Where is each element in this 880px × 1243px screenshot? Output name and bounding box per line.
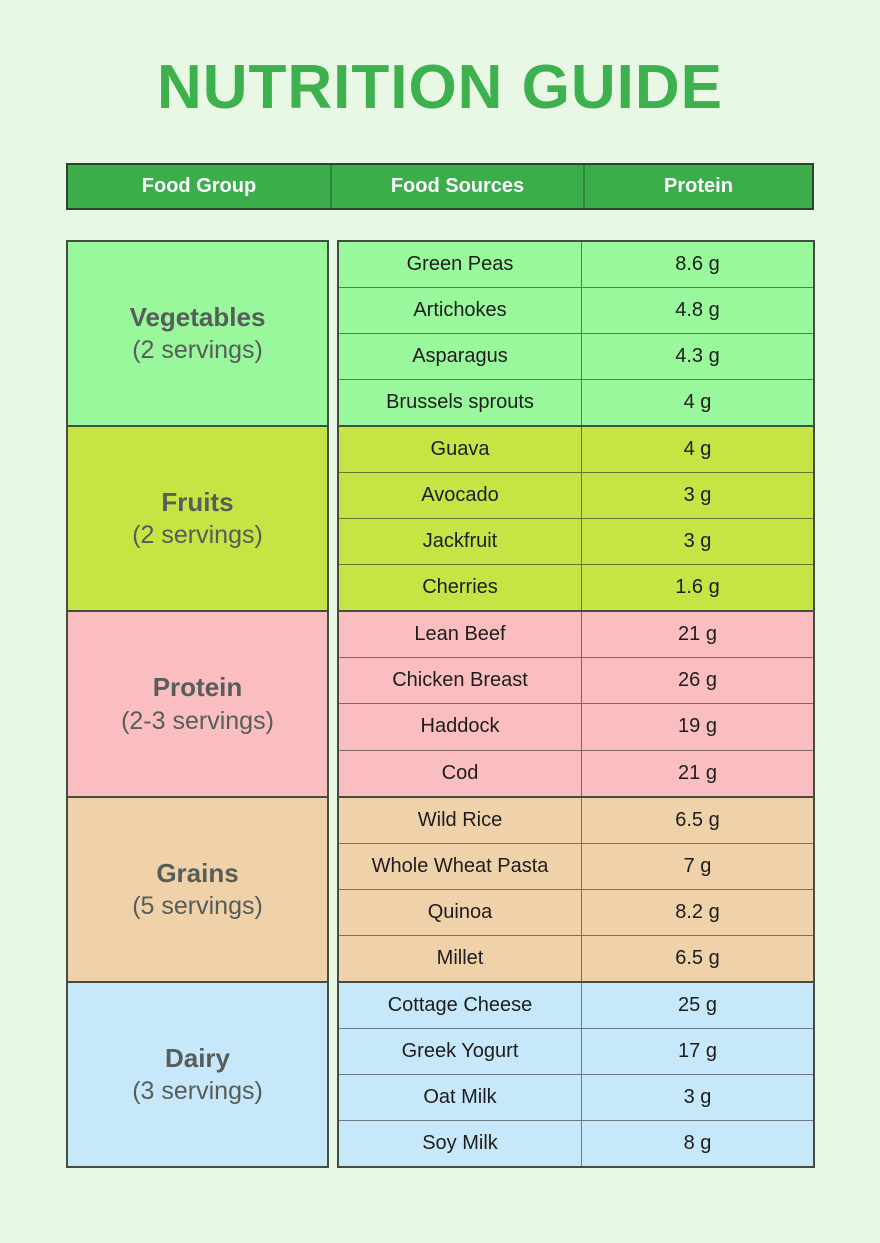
- food-group-name: Dairy: [164, 1042, 231, 1073]
- food-group-servings: (2-3 servings): [121, 706, 274, 735]
- food-source-cell: Cherries: [339, 565, 582, 611]
- food-source-cell: Guava: [339, 427, 582, 473]
- table-row: Millet 6.5 g: [339, 935, 813, 983]
- protein-value-cell: 7 g: [683, 854, 712, 877]
- food-source-cell: Avocado: [339, 473, 582, 519]
- food-source-cell: Brussels sprouts: [339, 380, 582, 426]
- food-source-cell: Greek Yogurt: [339, 1028, 582, 1074]
- food-source-cell: Cottage Cheese: [339, 982, 582, 1028]
- protein-value-cell: 1.6 g: [675, 576, 720, 599]
- table-header-row: Food Group Food Sources Protein: [66, 163, 814, 210]
- table-row: Cod 21 g: [339, 750, 813, 798]
- food-source-cell: Lean Beef: [339, 612, 582, 658]
- table-row: Cherries 1.6 g: [339, 565, 813, 613]
- food-group-block-dairy: Dairy (3 servings): [68, 982, 327, 1167]
- food-group-name: Grains: [156, 857, 239, 888]
- protein-value-cell: 21 g: [678, 761, 717, 784]
- table-row: Haddock 19 g: [339, 704, 813, 751]
- food-source-cell: Chicken Breast: [339, 658, 582, 704]
- protein-value-cell: 4.3 g: [675, 345, 720, 368]
- food-source-cell: Artichokes: [339, 288, 582, 334]
- food-source-cell: Oat Milk: [339, 1074, 582, 1120]
- protein-value-cell: 4 g: [683, 438, 712, 461]
- table-row: Artichokes 4.8 g: [339, 288, 813, 335]
- protein-value-cell: 26 g: [678, 669, 717, 692]
- header-protein: Protein: [583, 165, 812, 208]
- food-source-cell: Jackfruit: [339, 519, 582, 565]
- food-group-servings: (2 servings): [132, 336, 263, 365]
- protein-value-cell: 8 g: [683, 1131, 712, 1154]
- protein-value-cell: 25 g: [678, 993, 717, 1016]
- food-group-name: Fruits: [161, 487, 234, 518]
- table-row: Green Peas 8.6 g: [339, 242, 813, 289]
- food-group-servings: (5 servings): [132, 891, 263, 920]
- food-source-cell: Soy Milk: [339, 1120, 582, 1166]
- protein-value-cell: 8.6 g: [675, 253, 720, 276]
- table-row: Whole Wheat Pasta 7 g: [339, 843, 813, 890]
- protein-value-cell: 4 g: [683, 391, 712, 414]
- table-row: Quinoa 8.2 g: [339, 889, 813, 936]
- food-group-servings: (2 servings): [132, 521, 263, 550]
- page-title: NUTRITION GUIDE: [156, 53, 724, 122]
- food-group-name: Protein: [152, 672, 243, 703]
- food-source-cell: Quinoa: [339, 889, 582, 935]
- table-row: Chicken Breast 26 g: [339, 658, 813, 705]
- table-row: Cottage Cheese 25 g: [339, 982, 813, 1029]
- protein-value-cell: 21 g: [678, 623, 717, 646]
- food-group-servings: (3 servings): [132, 1077, 263, 1106]
- protein-value-cell: 19 g: [678, 715, 717, 738]
- protein-value-cell: 6.5 g: [675, 946, 720, 969]
- food-rows-table: Green Peas 8.6 g Artichokes 4.8 g Asparagus 4…: [337, 240, 815, 1168]
- table-row: Greek Yogurt 17 g: [339, 1028, 813, 1075]
- table-row: Jackfruit 3 g: [339, 519, 813, 566]
- table-row: Wild Rice 6.5 g: [339, 797, 813, 844]
- food-source-cell: Millet: [339, 935, 582, 981]
- food-group-name: Vegetables: [129, 301, 266, 332]
- table-row: Guava 4 g: [339, 427, 813, 474]
- table-row: Oat Milk 3 g: [339, 1074, 813, 1121]
- food-source-cell: Cod: [339, 750, 582, 796]
- protein-value-cell: 17 g: [678, 1039, 717, 1062]
- table-row: Avocado 3 g: [339, 473, 813, 520]
- table-row: Asparagus 4.3 g: [339, 334, 813, 381]
- table-row: Brussels sprouts 4 g: [339, 380, 813, 428]
- food-source-cell: Green Peas: [339, 242, 582, 288]
- protein-value-cell: 4.8 g: [675, 299, 720, 322]
- food-group-column: Vegetables (2 servings) Fruits (2 servings)…: [66, 240, 329, 1168]
- header-food-sources: Food Sources: [330, 165, 583, 208]
- header-food-group: Food Group: [141, 175, 257, 197]
- food-group-block-vegetables: Vegetables (2 servings): [68, 242, 327, 428]
- food-group-block-protein: Protein (2-3 servings): [68, 612, 327, 798]
- food-group-block-grains: Grains (5 servings): [68, 797, 327, 983]
- food-source-cell: Wild Rice: [339, 797, 582, 843]
- food-group-block-fruits: Fruits (2 servings): [68, 427, 327, 613]
- table-row: Lean Beef 21 g: [339, 612, 813, 659]
- protein-value-cell: 3 g: [683, 1085, 712, 1108]
- protein-value-cell: 3 g: [683, 530, 712, 553]
- food-source-cell: Asparagus: [339, 334, 582, 380]
- protein-value-cell: 8.2 g: [675, 900, 720, 923]
- protein-value-cell: 6.5 g: [675, 808, 720, 831]
- protein-value-cell: 3 g: [683, 484, 712, 507]
- food-source-cell: Haddock: [339, 704, 582, 750]
- food-source-cell: Whole Wheat Pasta: [339, 843, 582, 889]
- table-row: Soy Milk 8 g: [339, 1120, 813, 1166]
